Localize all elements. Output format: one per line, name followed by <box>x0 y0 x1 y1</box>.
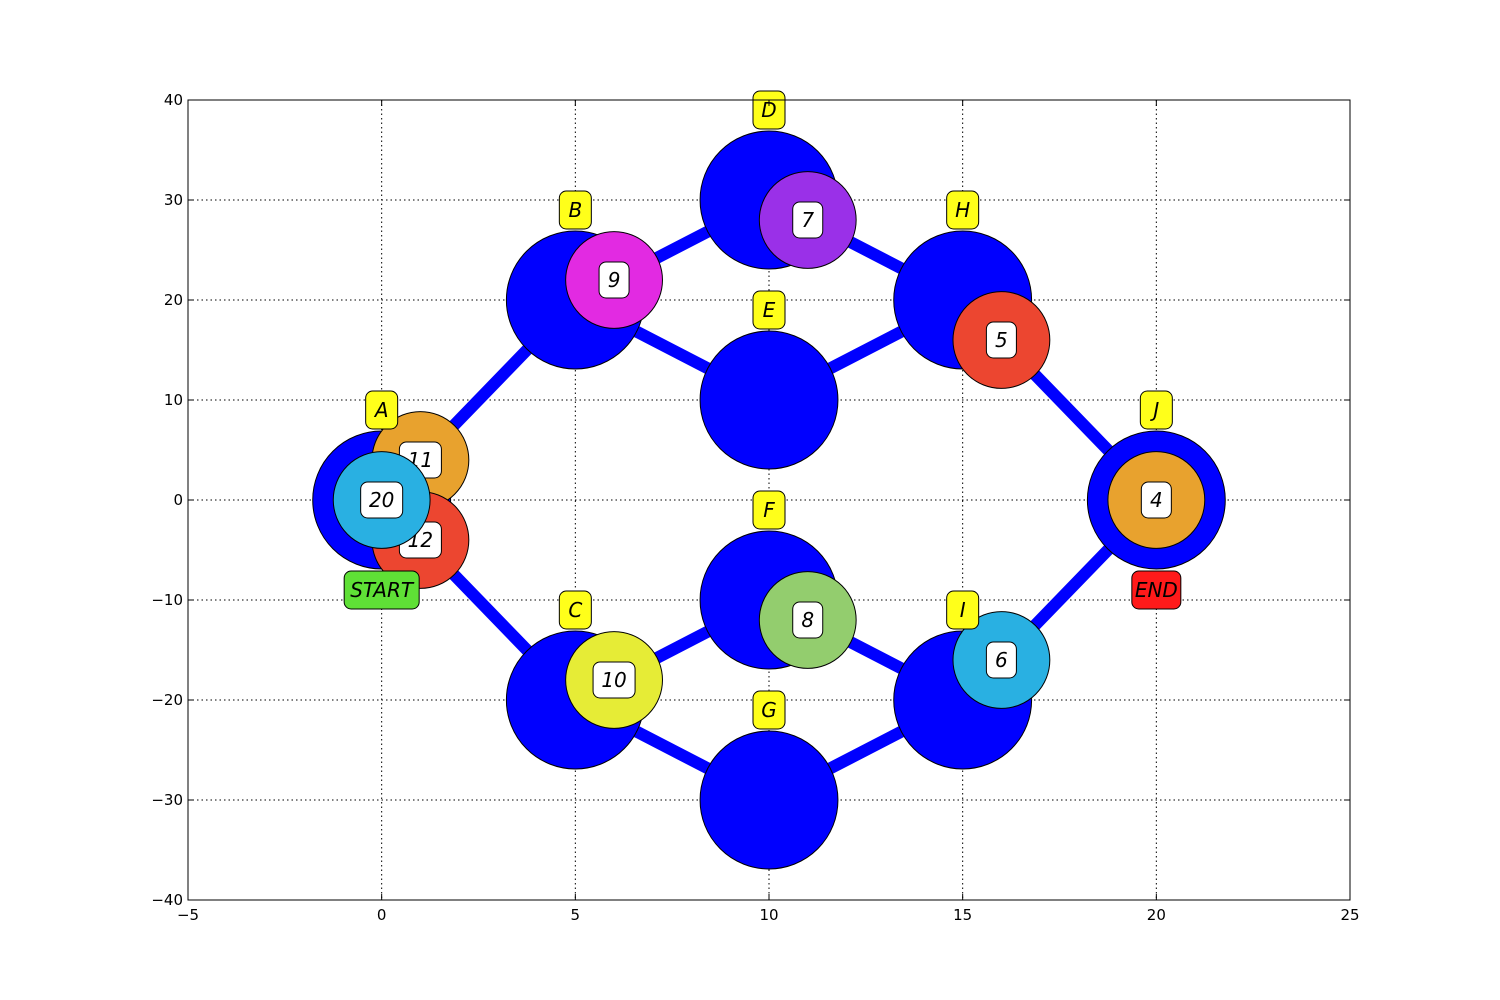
y-tick-label: 40 <box>164 91 183 109</box>
token-box <box>592 661 636 699</box>
token-label: 8 <box>801 608 814 632</box>
node-label-d: D <box>761 98 776 122</box>
node-label-b: B <box>568 198 582 222</box>
token-box <box>360 481 404 519</box>
token-box <box>985 641 1017 679</box>
token-box <box>598 261 630 299</box>
token-label: 4 <box>1150 488 1163 512</box>
node-label-a: A <box>373 398 389 422</box>
node-label-g: G <box>761 698 777 722</box>
marker-box <box>1131 570 1182 610</box>
marker-end: END <box>1135 578 1178 602</box>
y-tick-label: 20 <box>164 291 183 309</box>
node-label-box <box>946 590 980 630</box>
node-label-box <box>365 390 399 430</box>
node-e <box>699 330 839 470</box>
y-tick-label: 30 <box>164 191 183 209</box>
end-markers: START END <box>343 570 1182 610</box>
node-label-f: F <box>763 498 775 522</box>
x-tick-label: −5 <box>177 906 199 924</box>
token-box <box>792 601 824 639</box>
axis-ticks: −5 0 5 10 15 20 25 40 30 20 10 0 −10 −20 −30 −40 <box>151 91 1359 924</box>
node-label-e: E <box>763 298 776 322</box>
token-label: 20 <box>369 488 394 512</box>
node-label-j: J <box>1149 398 1159 422</box>
node-label-box <box>946 190 980 230</box>
x-tick-label: 0 <box>377 906 387 924</box>
y-tick-label: −10 <box>151 591 183 609</box>
token-box <box>792 201 824 239</box>
y-tick-label: 0 <box>173 491 183 509</box>
x-tick-label: 5 <box>571 906 581 924</box>
node-label-box <box>558 590 592 630</box>
marker-box <box>343 570 420 610</box>
marker-start: START <box>350 578 415 602</box>
token-label: 5 <box>995 328 1008 352</box>
node-label-box <box>752 690 786 730</box>
token-label: 7 <box>801 208 814 232</box>
node-label-i: I <box>960 598 966 622</box>
node-label-h: H <box>955 198 970 222</box>
x-tick-label: 25 <box>1340 906 1359 924</box>
node-label-box <box>558 190 592 230</box>
x-tick-label: 20 <box>1147 906 1166 924</box>
node-label-box <box>752 490 786 530</box>
y-tick-label: 10 <box>164 391 183 409</box>
token-label: 10 <box>601 668 626 692</box>
node-label-box <box>752 290 786 330</box>
node-label-box <box>1139 390 1173 430</box>
token-label: 9 <box>608 268 621 292</box>
token-box <box>1140 481 1172 519</box>
y-tick-label: −20 <box>151 691 183 709</box>
y-tick-label: −40 <box>151 891 183 909</box>
node-labels: A B C D E F G H I J <box>365 90 1173 730</box>
node-g <box>699 730 839 870</box>
token-box <box>985 321 1017 359</box>
x-tick-label: 15 <box>953 906 972 924</box>
x-tick-label: 10 <box>759 906 778 924</box>
node-label-c: C <box>568 598 582 622</box>
token-label: 6 <box>995 648 1008 672</box>
y-tick-label: −30 <box>151 791 183 809</box>
